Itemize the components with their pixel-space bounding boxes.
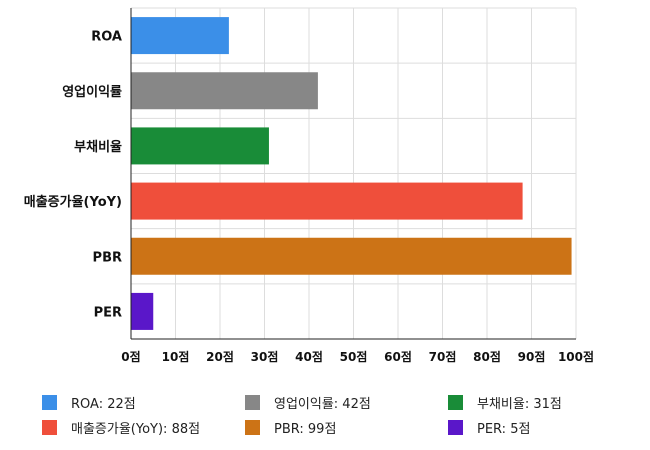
x-tick-label-3: 30점 [251, 349, 279, 364]
legend-label-3: 매출증가율(YoY): 88점 [71, 422, 200, 437]
category-label-3: 매출증가율(YoY) [24, 194, 122, 210]
x-tick-label-6: 60점 [384, 349, 412, 364]
legend-swatch-4 [245, 420, 260, 435]
x-tick-label-8: 80점 [473, 349, 501, 364]
legend-swatch-5 [448, 420, 463, 435]
bar-1 [131, 72, 318, 110]
tick-labels: 0점 10점 20점 30점 40점 50점 60점 70점 80점 90점 100점 [121, 349, 594, 364]
category-label-5: PER [94, 305, 122, 320]
x-tick-label-2: 20점 [206, 349, 234, 364]
x-tick-label-7: 70점 [429, 349, 457, 364]
category-label-1: 영업이익률 [62, 84, 122, 100]
bars [131, 17, 572, 330]
grid-lines [131, 7, 577, 340]
category-label-4: PBR [93, 250, 122, 265]
legend-label-5: PER: 5점 [477, 422, 530, 437]
legend-label-1: 영업이익률: 42점 [274, 397, 371, 412]
bar-3 [131, 182, 523, 220]
legend-label-2: 부채비율: 31점 [477, 397, 562, 412]
bar-0 [131, 17, 229, 55]
legend-label-4: PBR: 99점 [274, 422, 336, 437]
bar-4 [131, 237, 572, 275]
bar-2 [131, 127, 269, 165]
x-tick-label-10: 100점 [558, 349, 594, 364]
x-tick-label-4: 40점 [295, 349, 323, 364]
x-tick-label-1: 10점 [162, 349, 190, 364]
x-tick-label-9: 90점 [518, 349, 546, 364]
legend-label-0: ROA: 22점 [71, 397, 136, 412]
category-label-2: 부채비율 [74, 139, 122, 155]
axes [130, 8, 576, 340]
legend-swatch-2 [448, 395, 463, 410]
x-tick-label-0: 0점 [121, 349, 140, 364]
legend-swatch-0 [42, 395, 57, 410]
legend-swatch-1 [245, 395, 260, 410]
category-label-0: ROA [91, 30, 122, 45]
bar-5 [131, 292, 154, 330]
x-tick-label-5: 50점 [340, 349, 368, 364]
legend-swatch-3 [42, 420, 57, 435]
